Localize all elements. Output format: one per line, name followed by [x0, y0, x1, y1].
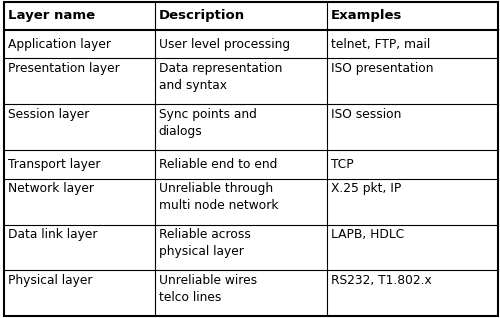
Text: Sync points and
dialogs: Sync points and dialogs: [158, 108, 256, 138]
Text: Data representation
and syntax: Data representation and syntax: [158, 62, 282, 92]
Text: TCP: TCP: [331, 158, 354, 171]
Text: ISO presentation: ISO presentation: [331, 62, 434, 75]
Text: Session layer: Session layer: [8, 108, 89, 121]
Text: Physical layer: Physical layer: [8, 274, 92, 287]
Text: Unreliable through
multi node network: Unreliable through multi node network: [158, 183, 278, 212]
Text: Description: Description: [158, 9, 244, 22]
Text: X.25 pkt, IP: X.25 pkt, IP: [331, 183, 402, 195]
Text: Transport layer: Transport layer: [8, 158, 100, 171]
Text: Application layer: Application layer: [8, 38, 111, 51]
Text: User level processing: User level processing: [158, 38, 290, 51]
Text: Data link layer: Data link layer: [8, 228, 98, 241]
Text: LAPB, HDLC: LAPB, HDLC: [331, 228, 404, 241]
Text: RS232, T1.802.x: RS232, T1.802.x: [331, 274, 432, 287]
Text: Unreliable wires
telco lines: Unreliable wires telco lines: [158, 274, 256, 304]
Text: Reliable end to end: Reliable end to end: [158, 158, 277, 171]
Text: Layer name: Layer name: [8, 9, 95, 22]
Text: ISO session: ISO session: [331, 108, 402, 121]
Text: Examples: Examples: [331, 9, 402, 22]
Text: telnet, FTP, mail: telnet, FTP, mail: [331, 38, 430, 51]
Text: Network layer: Network layer: [8, 183, 94, 195]
Text: Presentation layer: Presentation layer: [8, 62, 120, 75]
Text: Reliable across
physical layer: Reliable across physical layer: [158, 228, 250, 258]
